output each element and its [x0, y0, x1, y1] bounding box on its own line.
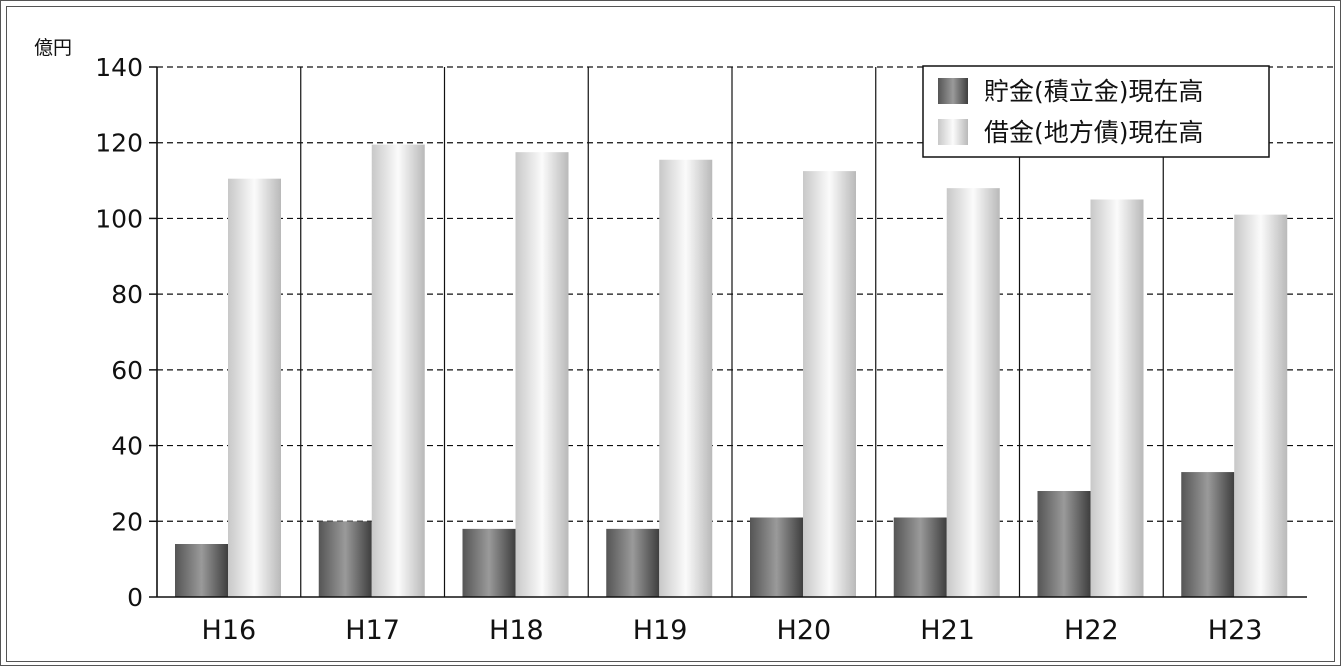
bar-savings-H16	[175, 544, 228, 597]
bar-debt-H23	[1234, 214, 1288, 597]
bar-debt-H21	[946, 188, 1000, 597]
y-tick-label: 20	[111, 507, 143, 536]
y-tick-label: 80	[111, 280, 143, 309]
legend-swatch-savings	[938, 78, 968, 104]
bar-debt-H18	[515, 152, 569, 597]
legend-swatch-debt	[938, 119, 968, 145]
bar-savings-H20	[750, 517, 803, 597]
x-tick-label: H22	[1064, 615, 1119, 646]
legend-box	[922, 65, 1270, 158]
x-tick-label: H18	[489, 615, 544, 646]
bar-savings-H17	[318, 521, 372, 597]
y-tick-label: 140	[95, 53, 143, 82]
bar-debt-H16	[228, 178, 281, 597]
bar-debt-H22	[1090, 199, 1144, 597]
bar-savings-H21	[893, 517, 947, 597]
y-tick-label: 0	[127, 583, 143, 612]
bar-savings-H18	[462, 528, 516, 597]
bar-debt-H19	[659, 159, 713, 597]
x-tick-label: H23	[1208, 615, 1263, 646]
bar-savings-H19	[606, 528, 660, 597]
x-tick-label: H17	[345, 615, 400, 646]
y-tick-label: 60	[111, 356, 143, 385]
legend-label-savings: 貯金(積立金)現在高	[984, 77, 1204, 106]
y-tick-label: 100	[95, 204, 143, 233]
legend-label-debt: 借金(地方債)現在高	[984, 118, 1204, 147]
y-unit-label: 億円	[34, 37, 72, 59]
bar-savings-H22	[1037, 491, 1091, 597]
legend: 貯金(積立金)現在高 借金(地方債)現在高	[922, 65, 1270, 158]
y-tick-label: 120	[95, 129, 143, 158]
x-tick-label: H16	[202, 615, 257, 646]
x-tick-label: H20	[777, 615, 832, 646]
axes-layer: 0 20 40 60 80 100 120 140 H16 H17 H18 H19 H20 H21 H22 H…	[95, 53, 1307, 646]
bar-debt-H20	[803, 171, 856, 597]
x-tick-label: H19	[633, 615, 688, 646]
bars-layer	[175, 144, 1288, 597]
x-tick-label: H21	[920, 615, 975, 646]
chart-frame-inner	[6, 6, 1335, 662]
y-tick-label: 40	[111, 432, 143, 461]
bar-savings-H23	[1181, 472, 1235, 597]
bar-debt-H17	[371, 144, 425, 597]
